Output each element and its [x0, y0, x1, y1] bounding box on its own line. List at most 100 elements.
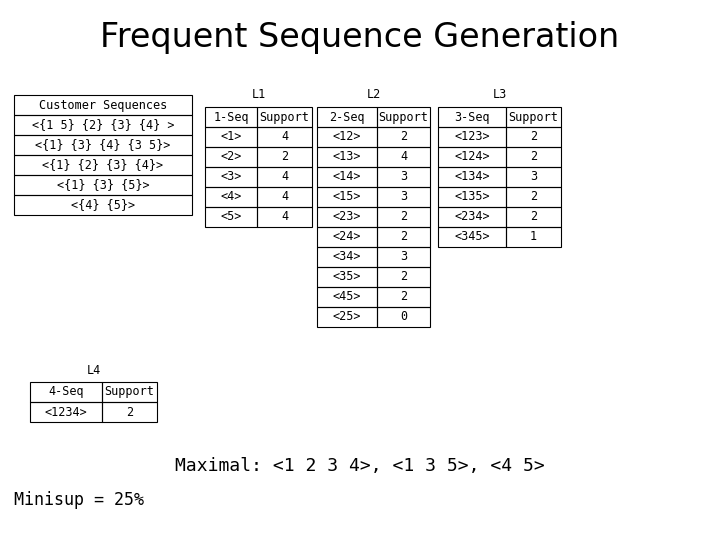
Bar — [205, 167, 257, 187]
Text: Frequent Sequence Generation: Frequent Sequence Generation — [100, 22, 620, 55]
Text: <{1} {3} {5}>: <{1} {3} {5}> — [57, 179, 149, 192]
Bar — [377, 167, 430, 187]
Text: <{4} {5}>: <{4} {5}> — [71, 199, 135, 212]
Text: 4: 4 — [281, 131, 288, 144]
Bar — [377, 287, 430, 307]
Bar — [317, 107, 377, 127]
Bar — [257, 147, 312, 167]
Text: <{1 5} {2} {3} {4} >: <{1 5} {2} {3} {4} > — [32, 118, 174, 132]
Bar — [377, 187, 430, 207]
Bar — [506, 227, 561, 247]
Text: <34>: <34> — [333, 251, 361, 264]
Text: L2: L2 — [366, 89, 381, 102]
Bar — [14, 135, 192, 155]
Bar — [377, 147, 430, 167]
Bar — [30, 382, 102, 402]
Text: <35>: <35> — [333, 271, 361, 284]
Text: <234>: <234> — [454, 211, 490, 224]
Text: <12>: <12> — [333, 131, 361, 144]
Bar — [377, 127, 430, 147]
Text: 2: 2 — [281, 151, 288, 164]
Bar — [506, 207, 561, 227]
Bar — [257, 167, 312, 187]
Text: <15>: <15> — [333, 191, 361, 204]
Text: <14>: <14> — [333, 171, 361, 184]
Text: 3: 3 — [400, 251, 407, 264]
Bar — [438, 147, 506, 167]
Text: <23>: <23> — [333, 211, 361, 224]
Bar — [317, 147, 377, 167]
Bar — [377, 267, 430, 287]
Bar — [506, 167, 561, 187]
Bar — [14, 155, 192, 175]
Bar — [317, 287, 377, 307]
Bar — [506, 127, 561, 147]
Text: 3: 3 — [530, 171, 537, 184]
Text: <135>: <135> — [454, 191, 490, 204]
Text: <123>: <123> — [454, 131, 490, 144]
Text: Customer Sequences: Customer Sequences — [39, 98, 167, 111]
Text: 2: 2 — [530, 151, 537, 164]
Bar — [317, 167, 377, 187]
Bar — [438, 127, 506, 147]
Bar — [257, 127, 312, 147]
Text: 2: 2 — [400, 291, 407, 303]
Bar — [377, 227, 430, 247]
Bar — [506, 187, 561, 207]
Text: Support: Support — [508, 111, 559, 124]
Text: <{1} {2} {3} {4}>: <{1} {2} {3} {4}> — [42, 159, 163, 172]
Text: <3>: <3> — [220, 171, 242, 184]
Bar — [205, 107, 257, 127]
Text: 2: 2 — [530, 191, 537, 204]
Bar — [14, 95, 192, 115]
Text: <{1} {3} {4} {3 5}>: <{1} {3} {4} {3 5}> — [35, 138, 171, 152]
Bar — [317, 307, 377, 327]
Text: 2: 2 — [530, 131, 537, 144]
Text: <25>: <25> — [333, 310, 361, 323]
Text: <24>: <24> — [333, 231, 361, 244]
Text: 2: 2 — [400, 211, 407, 224]
Text: <45>: <45> — [333, 291, 361, 303]
Text: 0: 0 — [400, 310, 407, 323]
Text: L4: L4 — [86, 363, 101, 376]
Text: <124>: <124> — [454, 151, 490, 164]
Text: Minisup = 25%: Minisup = 25% — [14, 491, 144, 509]
Text: 2: 2 — [400, 271, 407, 284]
Bar — [317, 227, 377, 247]
Text: 4: 4 — [400, 151, 407, 164]
Bar — [438, 227, 506, 247]
Bar — [317, 267, 377, 287]
Bar — [438, 107, 506, 127]
Text: 4: 4 — [281, 191, 288, 204]
Bar — [14, 115, 192, 135]
Bar — [377, 307, 430, 327]
Bar — [317, 127, 377, 147]
Text: Support: Support — [379, 111, 428, 124]
Bar — [506, 107, 561, 127]
Bar — [14, 195, 192, 215]
Text: 1: 1 — [530, 231, 537, 244]
Text: <1234>: <1234> — [45, 406, 87, 419]
Bar — [257, 187, 312, 207]
Bar — [377, 247, 430, 267]
Text: 2-Seq: 2-Seq — [329, 111, 365, 124]
Text: <13>: <13> — [333, 151, 361, 164]
Bar — [438, 207, 506, 227]
Bar — [257, 107, 312, 127]
Bar — [317, 187, 377, 207]
Bar — [205, 147, 257, 167]
Bar — [205, 207, 257, 227]
Bar — [377, 207, 430, 227]
Text: 3-Seq: 3-Seq — [454, 111, 490, 124]
Bar — [317, 207, 377, 227]
Text: <5>: <5> — [220, 211, 242, 224]
Text: 3: 3 — [400, 191, 407, 204]
Bar — [30, 402, 102, 422]
Bar — [205, 187, 257, 207]
Bar — [377, 107, 430, 127]
Text: <134>: <134> — [454, 171, 490, 184]
Bar — [14, 175, 192, 195]
Text: <1>: <1> — [220, 131, 242, 144]
Text: <4>: <4> — [220, 191, 242, 204]
Bar — [102, 382, 157, 402]
